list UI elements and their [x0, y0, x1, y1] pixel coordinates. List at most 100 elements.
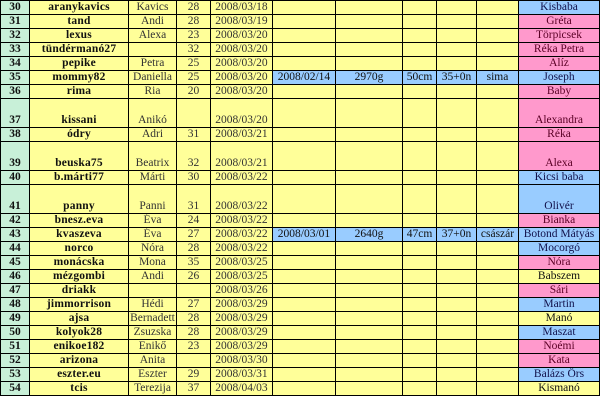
gestation-week-cell[interactable]	[436, 0, 477, 15]
birth-weight-cell[interactable]	[335, 255, 403, 270]
row-number-cell[interactable]: 51	[0, 339, 30, 354]
birth-length-cell[interactable]	[402, 381, 437, 396]
due-date-cell[interactable]: 2008/03/22	[210, 227, 273, 242]
delivery-type-cell[interactable]	[476, 367, 519, 382]
age-cell[interactable]: 25	[176, 70, 211, 85]
age-cell[interactable]: 27	[176, 227, 211, 242]
birth-weight-cell[interactable]	[335, 184, 403, 214]
gestation-week-cell[interactable]	[436, 56, 477, 71]
delivery-type-cell[interactable]	[476, 381, 519, 396]
age-cell[interactable]: 20	[176, 84, 211, 99]
gestation-week-cell[interactable]	[436, 241, 477, 256]
age-cell[interactable]: 23	[176, 28, 211, 43]
birth-date-cell[interactable]	[272, 42, 336, 57]
due-date-cell[interactable]: 2008/03/20	[210, 28, 273, 43]
username-cell[interactable]: ajsa	[29, 311, 129, 326]
gestation-week-cell[interactable]	[436, 28, 477, 43]
baby-name-cell[interactable]: Noémi	[518, 339, 600, 354]
birth-date-cell[interactable]	[272, 381, 336, 396]
row-number-cell[interactable]: 52	[0, 353, 30, 368]
age-cell[interactable]: 31	[176, 127, 211, 142]
birth-weight-cell[interactable]	[335, 241, 403, 256]
baby-name-cell[interactable]: Maszat	[518, 325, 600, 340]
row-number-cell[interactable]: 41	[0, 184, 30, 214]
gestation-week-cell[interactable]	[436, 213, 477, 228]
birth-length-cell[interactable]: 47cm	[402, 227, 437, 242]
baby-name-cell[interactable]: Törpicsek	[518, 28, 600, 43]
delivery-type-cell[interactable]	[476, 98, 519, 128]
baby-name-cell[interactable]: Mocorgó	[518, 241, 600, 256]
due-date-cell[interactable]: 2008/03/29	[210, 311, 273, 326]
delivery-type-cell[interactable]	[476, 0, 519, 15]
first-name-cell[interactable]: Éva	[128, 213, 177, 228]
row-number-cell[interactable]: 43	[0, 227, 30, 242]
gestation-week-cell[interactable]	[436, 283, 477, 298]
birth-length-cell[interactable]: 50cm	[402, 70, 437, 85]
baby-name-cell[interactable]: Kisbaba	[518, 0, 600, 15]
baby-name-cell[interactable]: Bianka	[518, 213, 600, 228]
row-number-cell[interactable]: 49	[0, 311, 30, 326]
baby-name-cell[interactable]: Kata	[518, 353, 600, 368]
username-cell[interactable]: mommy82	[29, 70, 129, 85]
delivery-type-cell[interactable]	[476, 283, 519, 298]
username-cell[interactable]: eszter.eu	[29, 367, 129, 382]
first-name-cell[interactable]: Ria	[128, 84, 177, 99]
username-cell[interactable]: b.márti77	[29, 170, 129, 185]
birth-weight-cell[interactable]	[335, 283, 403, 298]
username-cell[interactable]: rima	[29, 84, 129, 99]
delivery-type-cell[interactable]: sima	[476, 70, 519, 85]
delivery-type-cell[interactable]	[476, 84, 519, 99]
gestation-week-cell[interactable]	[436, 367, 477, 382]
gestation-week-cell[interactable]	[436, 339, 477, 354]
baby-name-cell[interactable]: Gréta	[518, 14, 600, 29]
delivery-type-cell[interactable]	[476, 213, 519, 228]
gestation-week-cell[interactable]	[436, 98, 477, 128]
due-date-cell[interactable]: 2008/03/22	[210, 213, 273, 228]
birth-weight-cell[interactable]	[335, 14, 403, 29]
gestation-week-cell[interactable]	[436, 184, 477, 214]
birth-date-cell[interactable]	[272, 213, 336, 228]
due-date-cell[interactable]: 2008/03/20	[210, 98, 273, 128]
birth-length-cell[interactable]	[402, 325, 437, 340]
first-name-cell[interactable]: Andi	[128, 14, 177, 29]
first-name-cell[interactable]: Alexa	[128, 28, 177, 43]
first-name-cell[interactable]: Adri	[128, 127, 177, 142]
birth-length-cell[interactable]	[402, 141, 437, 171]
birth-length-cell[interactable]	[402, 28, 437, 43]
due-date-cell[interactable]: 2008/03/31	[210, 367, 273, 382]
baby-name-cell[interactable]: Alexandra	[518, 98, 600, 128]
gestation-week-cell[interactable]	[436, 353, 477, 368]
row-number-cell[interactable]: 53	[0, 367, 30, 382]
delivery-type-cell[interactable]: császár	[476, 227, 519, 242]
first-name-cell[interactable]: Hédi	[128, 297, 177, 312]
first-name-cell[interactable]: Anita	[128, 353, 177, 368]
due-date-cell[interactable]: 2008/03/18	[210, 0, 273, 15]
baby-name-cell[interactable]: Alíz	[518, 56, 600, 71]
birth-length-cell[interactable]	[402, 339, 437, 354]
baby-name-cell[interactable]: Balázs Örs	[518, 367, 600, 382]
baby-name-cell[interactable]: Nóra	[518, 255, 600, 270]
due-date-cell[interactable]: 2008/03/20	[210, 56, 273, 71]
row-number-cell[interactable]: 33	[0, 42, 30, 57]
age-cell[interactable]: 28	[176, 0, 211, 15]
birth-date-cell[interactable]	[272, 269, 336, 284]
delivery-type-cell[interactable]	[476, 42, 519, 57]
age-cell[interactable]: 26	[176, 269, 211, 284]
birth-date-cell[interactable]	[272, 14, 336, 29]
age-cell[interactable]: 32	[176, 141, 211, 171]
first-name-cell[interactable]: Kavics	[128, 0, 177, 15]
due-date-cell[interactable]: 2008/03/20	[210, 70, 273, 85]
birth-date-cell[interactable]	[272, 325, 336, 340]
due-date-cell[interactable]: 2008/03/26	[210, 283, 273, 298]
gestation-week-cell[interactable]: 37+0n	[436, 227, 477, 242]
due-date-cell[interactable]: 2008/03/22	[210, 184, 273, 214]
username-cell[interactable]: mézgombi	[29, 269, 129, 284]
baby-name-cell[interactable]: Baby	[518, 84, 600, 99]
row-number-cell[interactable]: 44	[0, 241, 30, 256]
birth-date-cell[interactable]	[272, 353, 336, 368]
due-date-cell[interactable]: 2008/03/19	[210, 14, 273, 29]
row-number-cell[interactable]: 35	[0, 70, 30, 85]
row-number-cell[interactable]: 39	[0, 141, 30, 171]
first-name-cell[interactable]: Anikó	[128, 98, 177, 128]
birth-weight-cell[interactable]	[335, 353, 403, 368]
